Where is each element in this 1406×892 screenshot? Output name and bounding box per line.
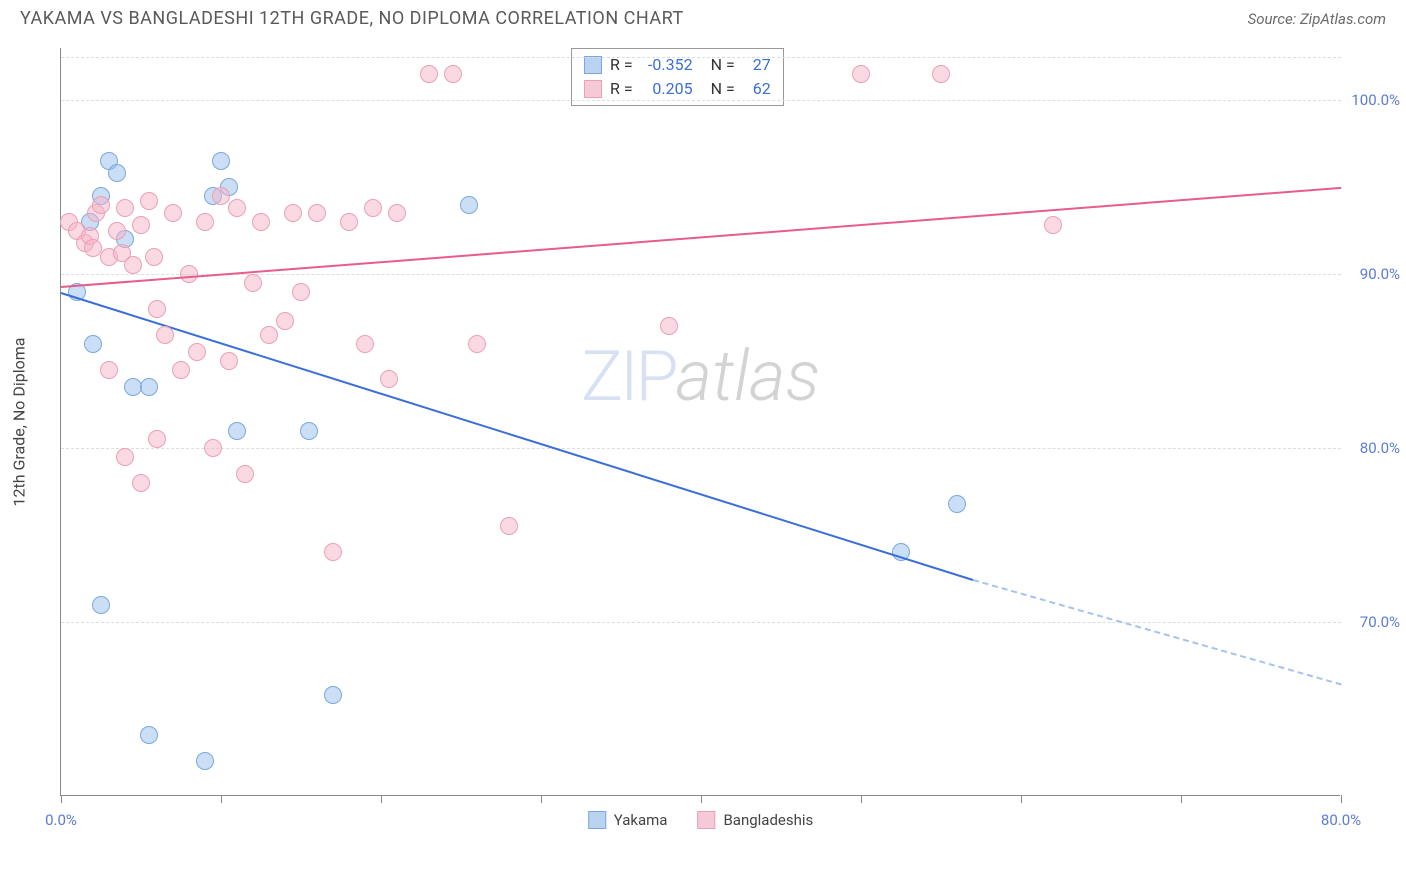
data-point — [156, 326, 174, 344]
x-tick — [221, 795, 222, 803]
data-point — [284, 204, 302, 222]
x-tick — [701, 795, 702, 803]
data-point — [252, 213, 270, 231]
series-name: Yakama — [614, 811, 668, 829]
data-point — [116, 448, 134, 466]
series-legend-item: Yakama — [588, 811, 668, 829]
data-point — [244, 274, 262, 292]
data-point — [92, 596, 110, 614]
chart-header: YAKAMA VS BANGLADESHI 12TH GRADE, NO DIP… — [0, 0, 1406, 33]
data-point — [300, 422, 318, 440]
gridline — [61, 448, 1341, 449]
y-axis-label: 12th Grade, No Diploma — [10, 337, 29, 506]
data-point — [948, 495, 966, 513]
data-point — [108, 164, 126, 182]
y-tick-label: 90.0% — [1345, 265, 1400, 283]
data-point — [132, 216, 150, 234]
data-point — [140, 192, 158, 210]
data-point — [468, 335, 486, 353]
data-point — [236, 465, 254, 483]
legend-swatch — [584, 56, 602, 74]
legend-swatch — [588, 811, 606, 829]
data-point — [188, 343, 206, 361]
data-point — [145, 248, 163, 266]
data-point — [212, 187, 230, 205]
source-attribution: Source: ZipAtlas.com — [1248, 10, 1386, 28]
data-point — [228, 199, 246, 217]
data-point — [116, 199, 134, 217]
data-point — [148, 300, 166, 318]
correlation-chart: 12th Grade, No Diploma ZIPatlas R = -0.3… — [60, 48, 1386, 838]
chart-title: YAKAMA VS BANGLADESHI 12TH GRADE, NO DIP… — [20, 8, 684, 29]
data-point — [100, 361, 118, 379]
y-tick-label: 70.0% — [1345, 613, 1400, 631]
data-point — [444, 65, 462, 83]
data-point — [132, 474, 150, 492]
data-point — [204, 439, 222, 457]
gridline — [61, 622, 1341, 623]
data-point — [308, 204, 326, 222]
data-point — [364, 199, 382, 217]
data-point — [420, 65, 438, 83]
data-point — [148, 430, 166, 448]
x-tick — [1181, 795, 1182, 803]
data-point — [260, 326, 278, 344]
gridline — [61, 57, 1341, 58]
data-point — [660, 317, 678, 335]
series-name: Bangladeshis — [723, 811, 813, 829]
data-point — [140, 378, 158, 396]
data-point — [228, 422, 246, 440]
data-point — [172, 361, 190, 379]
data-point — [84, 335, 102, 353]
data-point — [164, 204, 182, 222]
data-point — [212, 152, 230, 170]
x-tick — [1341, 795, 1342, 803]
data-point — [220, 352, 238, 370]
data-point — [500, 517, 518, 535]
n-value: 62 — [743, 77, 771, 101]
data-point — [356, 335, 374, 353]
x-tick — [541, 795, 542, 803]
data-point — [196, 752, 214, 770]
data-point — [324, 686, 342, 704]
series-legend: Yakama Bangladeshis — [588, 811, 814, 829]
r-value: 0.205 — [641, 77, 693, 101]
gridline — [61, 100, 1341, 101]
data-point — [1044, 216, 1062, 234]
data-point — [292, 283, 310, 301]
x-tick-label: 0.0% — [45, 811, 77, 829]
x-tick — [61, 795, 62, 803]
data-point — [92, 196, 110, 214]
trendline — [61, 292, 974, 581]
legend-row: R = 0.205N = 62 — [584, 77, 771, 101]
watermark: ZIPatlas — [581, 336, 820, 418]
data-point — [388, 204, 406, 222]
y-tick-label: 100.0% — [1345, 91, 1400, 109]
data-point — [340, 213, 358, 231]
series-legend-item: Bangladeshis — [697, 811, 813, 829]
plot-area: 12th Grade, No Diploma ZIPatlas R = -0.3… — [60, 48, 1340, 796]
legend-swatch — [697, 811, 715, 829]
data-point — [140, 726, 158, 744]
data-point — [276, 312, 294, 330]
y-tick-label: 80.0% — [1345, 439, 1400, 457]
trendline — [61, 187, 1341, 288]
data-point — [460, 196, 478, 214]
x-tick — [861, 795, 862, 803]
data-point — [852, 65, 870, 83]
data-point — [124, 256, 142, 274]
data-point — [380, 370, 398, 388]
trendline — [973, 579, 1342, 685]
data-point — [932, 65, 950, 83]
x-tick — [1021, 795, 1022, 803]
x-tick-label: 80.0% — [1321, 811, 1361, 829]
legend-swatch — [584, 80, 602, 98]
data-point — [196, 213, 214, 231]
data-point — [180, 265, 198, 283]
data-point — [324, 543, 342, 561]
x-tick — [381, 795, 382, 803]
data-point — [108, 222, 126, 240]
